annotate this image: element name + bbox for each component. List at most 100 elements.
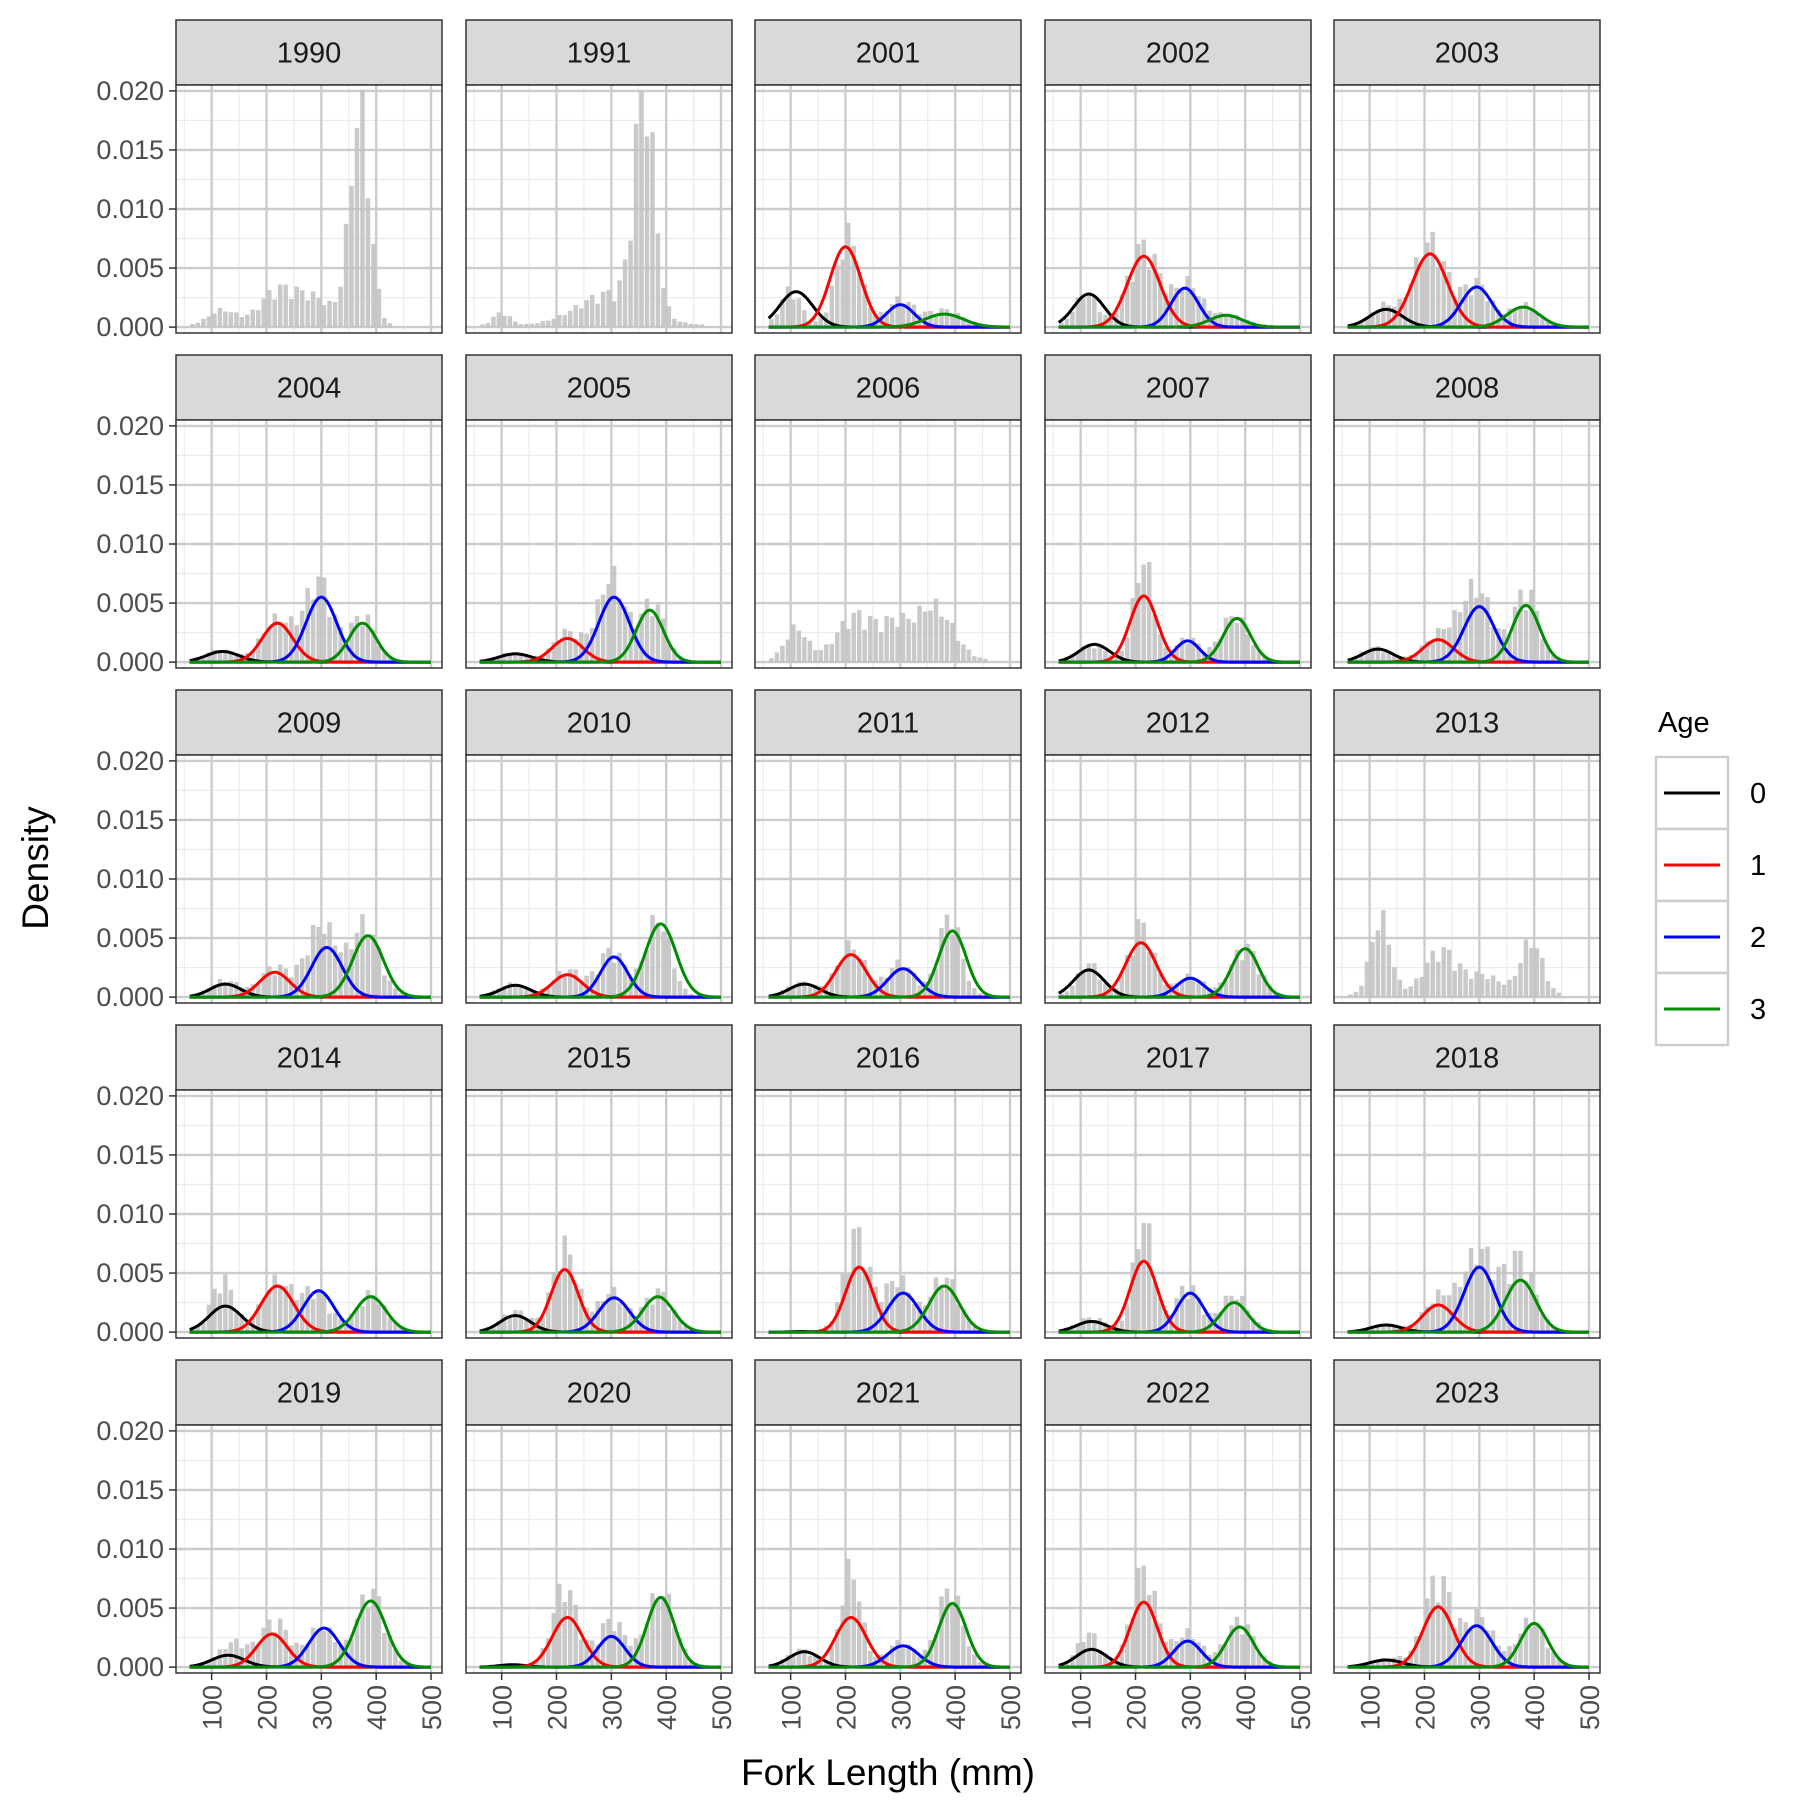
histogram-bar	[250, 984, 256, 998]
histogram-bar	[1064, 991, 1070, 998]
histogram-bar	[1064, 1661, 1070, 1668]
histogram-bar	[802, 310, 807, 328]
histogram-bar	[277, 964, 283, 998]
histogram-bar	[387, 1317, 393, 1333]
histogram-bar	[540, 321, 546, 328]
histogram-bar	[1403, 297, 1408, 328]
histogram-bar	[851, 612, 856, 663]
histogram-bar	[245, 1319, 250, 1333]
histogram-bar	[360, 914, 365, 998]
histogram-bar	[1097, 1650, 1103, 1668]
histogram-bar	[398, 1660, 404, 1668]
histogram-bar	[1370, 1326, 1375, 1333]
histogram-bar	[1251, 1636, 1256, 1668]
histogram-bar	[578, 1288, 584, 1333]
histogram-bar	[360, 1306, 365, 1333]
histogram-bar	[867, 1650, 873, 1668]
histogram-bar	[1359, 985, 1364, 998]
histogram-bar	[212, 984, 217, 998]
histogram-bar	[677, 981, 683, 998]
histogram-bar	[360, 625, 365, 663]
histogram-bar	[807, 321, 813, 328]
histogram-bar	[1119, 294, 1125, 328]
histogram-bar	[961, 958, 966, 998]
histogram-bar	[1375, 1661, 1381, 1668]
histogram-bar	[1370, 647, 1375, 663]
histogram-bar	[250, 650, 256, 663]
histogram-bar	[1179, 637, 1185, 663]
histogram-bar	[655, 1598, 661, 1668]
histogram-bar	[529, 1317, 535, 1333]
y-tick-label: 0.015	[96, 135, 164, 165]
histogram-bar	[551, 980, 556, 998]
legend-label: 3	[1750, 994, 1766, 1026]
histogram-bar	[1130, 598, 1135, 663]
histogram-bar	[791, 624, 796, 663]
histogram-bar	[606, 1293, 611, 1333]
histogram-bar	[283, 968, 288, 998]
density-curve-age-3	[1058, 947, 1300, 999]
histogram-bar	[1141, 1222, 1146, 1333]
histogram-bar	[802, 981, 807, 998]
histogram-bar	[567, 310, 573, 328]
histogram-bar	[1157, 1298, 1163, 1333]
histogram-bar	[507, 654, 513, 663]
panel-border	[465, 754, 733, 1004]
histogram-bar	[1441, 261, 1446, 328]
histogram-bar	[672, 318, 677, 328]
histogram-bar	[683, 322, 688, 328]
histogram-bar	[672, 968, 677, 998]
histogram-bar	[650, 1304, 655, 1333]
histogram-bar	[595, 303, 600, 328]
y-tick-label: 0.010	[96, 529, 164, 559]
histogram-bar	[829, 1647, 835, 1668]
histogram-bar	[1218, 638, 1223, 663]
histogram-bar	[382, 317, 387, 328]
histogram-bar	[867, 615, 873, 663]
histogram-bar	[1174, 287, 1179, 328]
facet-panel-2011: 2011	[754, 689, 1022, 1004]
histogram-bar	[272, 1274, 277, 1333]
histogram-bar	[245, 314, 250, 328]
x-tick-label: 100	[198, 1685, 228, 1730]
histogram-bar	[595, 1644, 600, 1668]
histogram-bar	[1518, 963, 1523, 998]
panel-border	[1044, 84, 1312, 334]
density-curve-age-3	[479, 1595, 721, 1669]
histogram-bar	[1435, 267, 1441, 328]
histogram-bar	[371, 630, 376, 663]
facet-panel-2020: 2020 100 200 300 400 500	[465, 1359, 737, 1730]
facet-panel-2019: 2019 0.000 0.005 0.010 0.015 0.020 100 200 300 40…	[96, 1359, 447, 1730]
histogram-bar	[1468, 578, 1474, 663]
histogram-bar	[1392, 1657, 1397, 1668]
density-curve-age-3	[1058, 1625, 1300, 1669]
histogram-bar	[961, 644, 966, 663]
histogram-bar	[911, 304, 917, 328]
histogram-bar	[644, 598, 650, 663]
histogram-bar	[606, 583, 611, 663]
y-tick-label: 0.000	[96, 1317, 164, 1347]
x-tick-label: 500	[707, 1685, 737, 1730]
histogram-bar	[310, 1627, 316, 1668]
histogram-bar	[1507, 634, 1512, 663]
histogram-bar	[1218, 1311, 1223, 1333]
histogram-bar	[349, 949, 354, 998]
histogram-bar	[655, 922, 661, 998]
histogram-bar	[961, 1625, 966, 1668]
histogram-bar	[655, 604, 661, 663]
histogram-bar	[683, 1648, 688, 1668]
histogram-bar	[813, 650, 818, 663]
histogram-bar	[1245, 1310, 1251, 1333]
histogram-bar	[889, 967, 895, 998]
histogram-bar	[1146, 561, 1152, 663]
histogram-bar	[1240, 960, 1245, 998]
histogram-bar	[1157, 273, 1163, 328]
histogram-bar	[382, 975, 387, 998]
histogram-bar	[382, 650, 387, 663]
histogram-bar	[1081, 971, 1086, 998]
histogram-bar	[1392, 1324, 1397, 1333]
histogram-bar	[906, 967, 911, 998]
histogram-bar	[551, 1612, 556, 1668]
histogram-bar	[677, 1637, 683, 1668]
histogram-bar	[829, 1320, 835, 1333]
